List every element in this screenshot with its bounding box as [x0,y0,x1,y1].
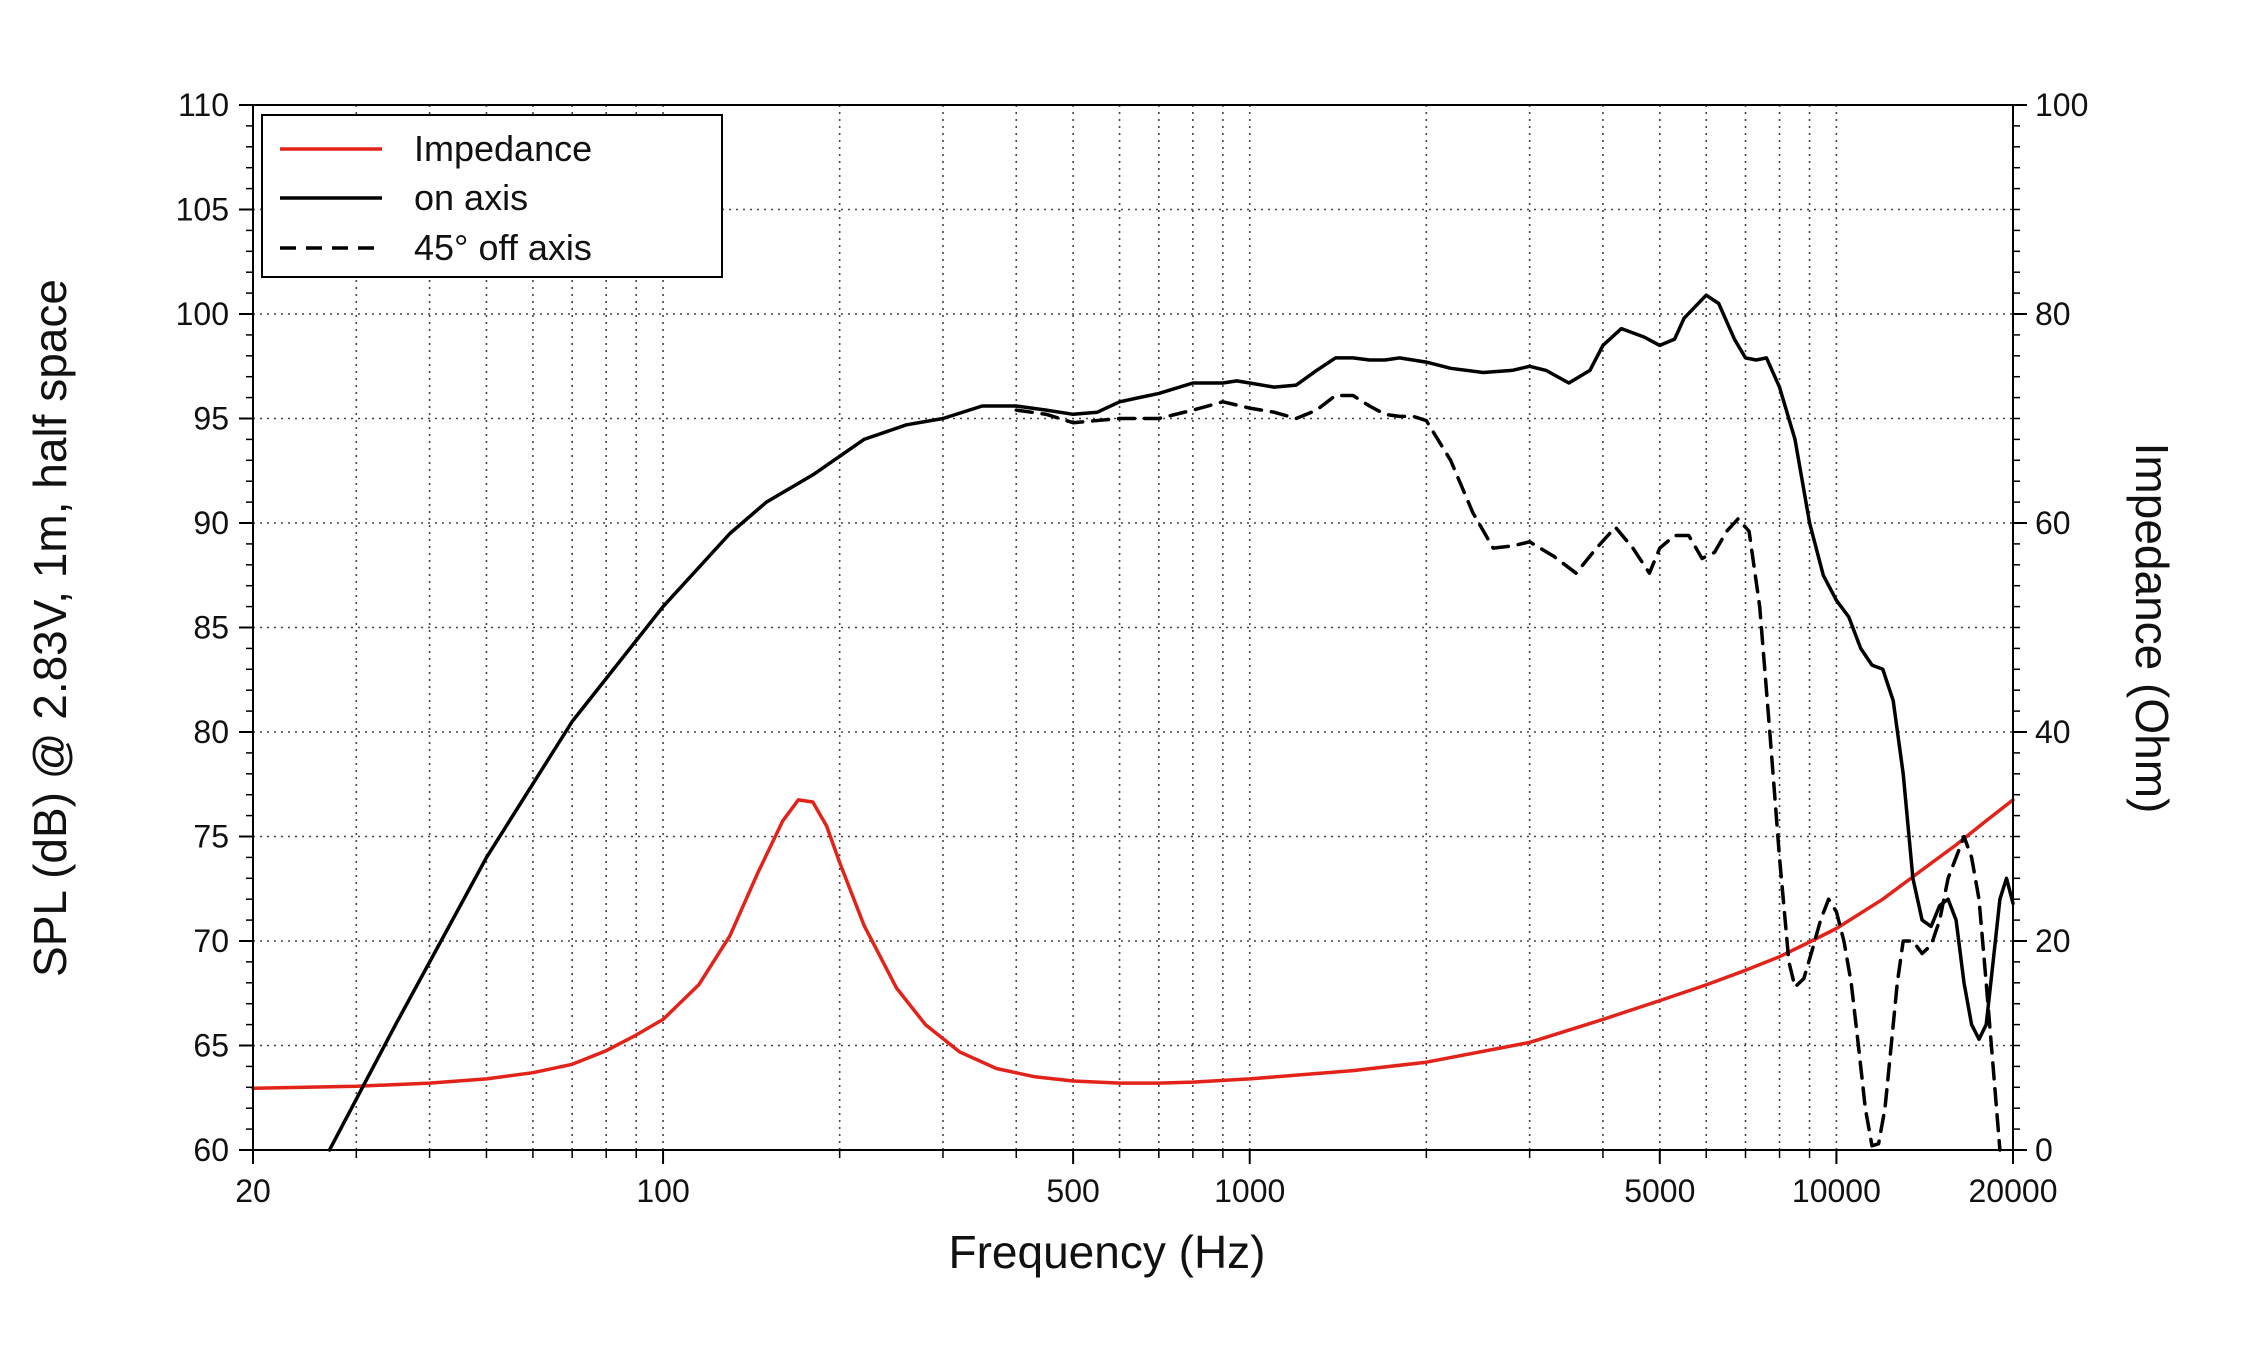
y-left-tick-label: 90 [193,505,229,541]
y-left-axis-title: SPL (dB) @ 2.83V, 1m, half space [24,279,76,977]
x-tick-label: 100 [636,1173,689,1209]
x-tick-label: 1000 [1214,1173,1285,1209]
y-left-tick-label: 110 [178,87,229,123]
x-tick-label: 5000 [1624,1173,1695,1209]
y-left-tick-label: 60 [193,1132,229,1168]
y-right-tick-label: 40 [2035,714,2071,750]
y-left-tick-label: 100 [176,296,229,332]
x-axis-title: Frequency (Hz) [949,1226,1266,1278]
y-right-tick-label: 100 [2035,87,2088,123]
y-right-tick-label: 0 [2035,1132,2053,1168]
x-tick-label: 500 [1046,1173,1099,1209]
x-tick-label: 20000 [1969,1173,2058,1209]
x-tick-label: 20 [235,1173,271,1209]
x-tick-label: 10000 [1792,1173,1881,1209]
plot-series [251,293,2015,1152]
legend-label-impedance: Impedance [414,128,592,169]
y-right-tick-label: 20 [2035,923,2071,959]
series-line-45-off-axis [1014,393,2002,1152]
y-left-tick-label: 80 [193,714,229,750]
y-right-tick-label: 80 [2035,296,2071,332]
axis-ticks: 60 65 70 75 80 85 90 95 100 105 110 0 20 40 60 80 100 20 1… [176,87,2089,1209]
y-left-tick-label: 70 [193,923,229,959]
y-left-tick-label: 105 [176,192,229,228]
legend-box [261,114,723,278]
series-line-on-axis [327,293,2015,1152]
legend-label-on-axis: on axis [414,177,528,218]
legend-label-off-axis: 45° off axis [414,227,592,268]
legend: Impedance on axis 45° off axis [261,114,723,278]
y-left-tick-label: 95 [193,401,229,437]
y-left-tick-label: 85 [193,610,229,646]
y-right-tick-label: 60 [2035,505,2071,541]
y-left-tick-label: 75 [193,819,229,855]
y-right-axis-title: Impedance (Ohm) [2126,443,2178,814]
series-line-impedance [251,798,2015,1091]
y-left-tick-label: 65 [193,1028,229,1064]
